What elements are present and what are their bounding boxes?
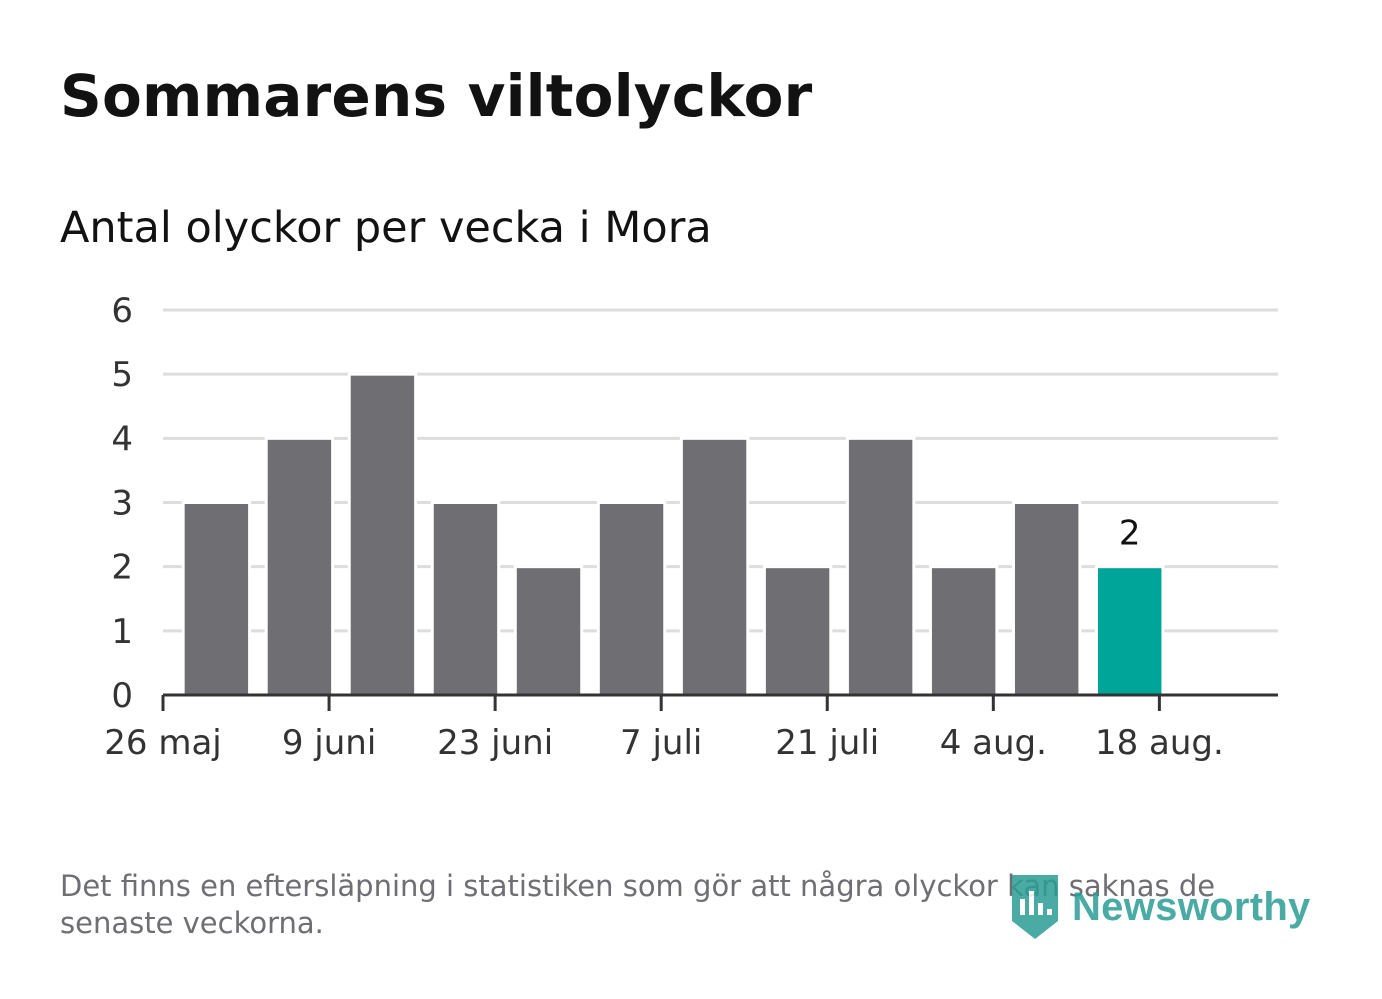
- x-tick-label: 18 aug.: [1095, 723, 1224, 763]
- bar: [264, 436, 335, 697]
- bar: [1011, 501, 1082, 697]
- y-tick-label: 3: [111, 484, 133, 524]
- y-tick-label: 2: [111, 548, 133, 588]
- newsworthy-logo: Newsworthy: [1010, 872, 1311, 942]
- y-tick-label: 4: [111, 419, 133, 459]
- bar: [845, 436, 916, 697]
- bar: [928, 565, 999, 697]
- bar: [347, 372, 418, 697]
- newsworthy-logo-text: Newsworthy: [1072, 884, 1311, 929]
- bar: [596, 501, 667, 697]
- bar: [679, 436, 750, 697]
- x-tick-label: 26 maj: [104, 723, 221, 763]
- bar: [181, 501, 252, 697]
- chart-title: Sommarens viltolyckor: [60, 62, 813, 130]
- x-tick-label: 4 aug.: [940, 723, 1047, 763]
- y-tick-label: 1: [111, 612, 133, 652]
- x-tick-label: 23 juni: [437, 723, 553, 763]
- x-tick-label: 21 juli: [775, 723, 879, 763]
- y-tick-label: 0: [111, 676, 133, 716]
- y-tick-label: 5: [111, 355, 133, 395]
- x-tick-label: 7 juli: [620, 723, 702, 763]
- bar-highlighted: [1095, 565, 1165, 697]
- y-tick-label: 6: [111, 291, 133, 331]
- bar: [762, 565, 833, 697]
- bar: [430, 501, 501, 697]
- x-axis: [161, 693, 1278, 711]
- data-label: 2: [1119, 514, 1141, 554]
- labels: 0 1 2 3 4 5 6 2 26 maj 9 juni 23 juni 7 juli 21 juli…: [104, 291, 1224, 763]
- bar: [513, 565, 584, 697]
- bars: [181, 372, 1165, 697]
- chart-subtitle: Antal olyckor per vecka i Mora: [60, 203, 712, 253]
- x-tick-label: 9 juni: [282, 723, 376, 763]
- newsworthy-logo-icon: [1012, 875, 1058, 939]
